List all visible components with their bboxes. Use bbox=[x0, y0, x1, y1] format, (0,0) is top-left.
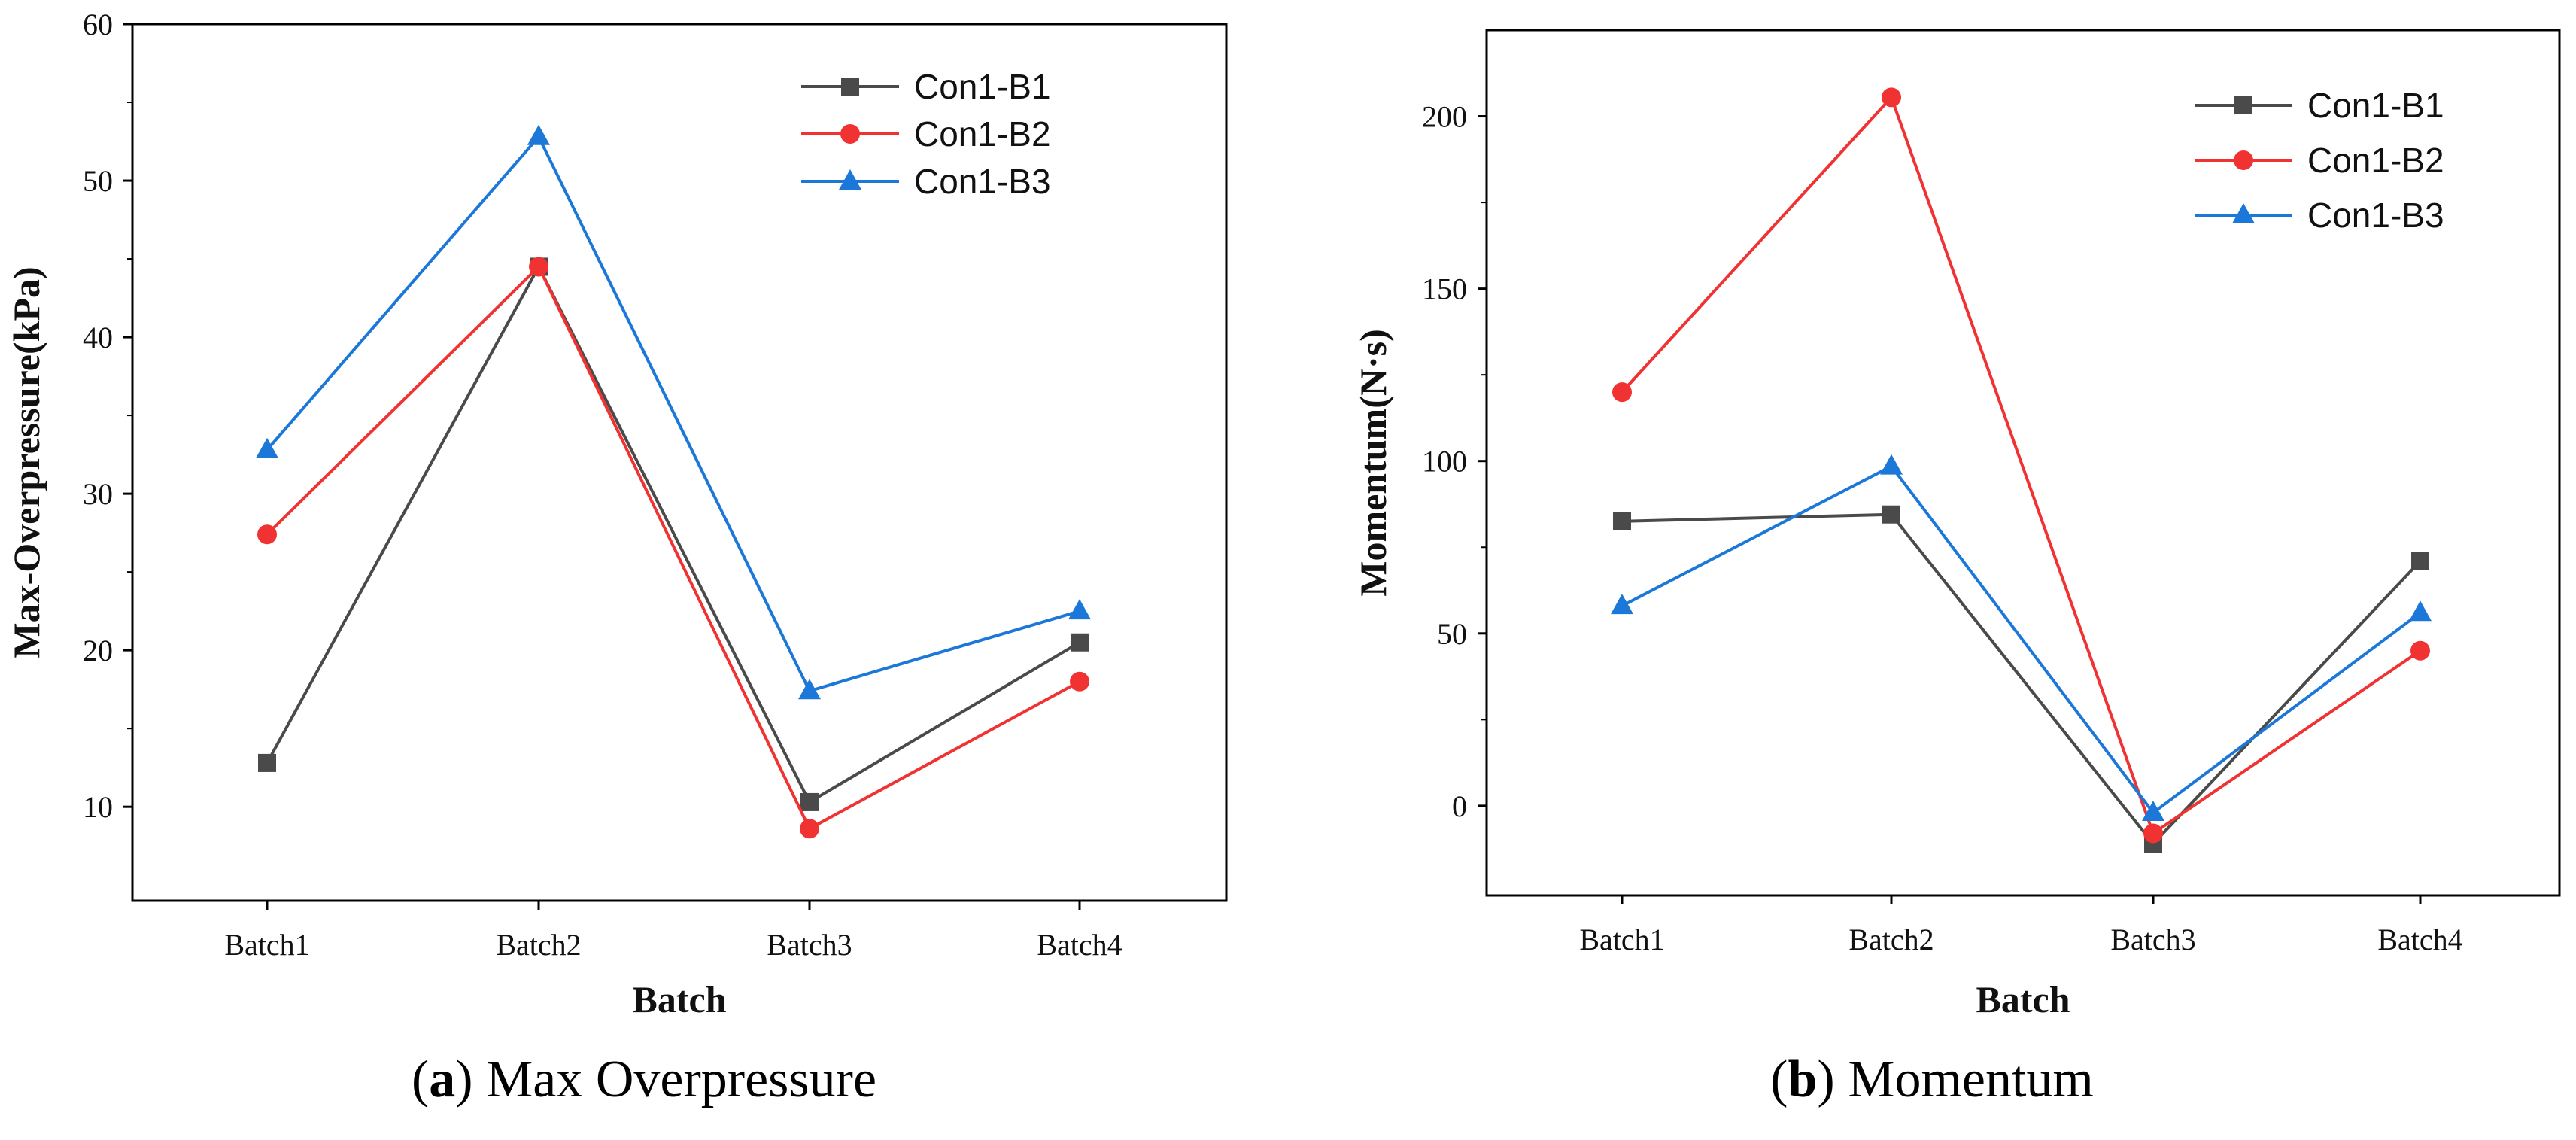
y-tick-label-b-4: 200 bbox=[1422, 100, 1467, 134]
legend-label-a-0: Con1-B1 bbox=[914, 67, 1051, 106]
data-point-a-1-3 bbox=[1070, 671, 1089, 692]
data-point-a-1-0 bbox=[257, 524, 277, 545]
data-point-b-0-1 bbox=[1882, 505, 1900, 524]
legend-marker-a-0 bbox=[841, 78, 859, 96]
y-tick-label-b-3: 150 bbox=[1422, 272, 1467, 306]
data-point-a-1-1 bbox=[529, 257, 548, 277]
y-tick-label-b-1: 50 bbox=[1437, 617, 1467, 651]
data-point-b-2-0 bbox=[1611, 594, 1633, 615]
legend-marker-a-2 bbox=[839, 169, 861, 190]
chart-b: 0 50 100 150 200 Batch1 Batch2 Batch3 Batch4 Batc… bbox=[1352, 29, 2561, 1020]
series-line-a-0 bbox=[266, 263, 1081, 804]
data-point-b-0-3 bbox=[2411, 552, 2429, 570]
data-point-b-1-0 bbox=[1612, 382, 1632, 403]
x-tick-label-b-0: Batch1 bbox=[1579, 923, 1664, 956]
legend-label-a-2: Con1-B3 bbox=[914, 162, 1051, 201]
data-point-a-2-2 bbox=[798, 679, 821, 700]
caption-a: (a) Max Overpressure bbox=[411, 1050, 877, 1108]
caption-b: (b) Momentum bbox=[1770, 1050, 2094, 1108]
y-tick-label-b-0: 0 bbox=[1452, 789, 1467, 823]
data-point-b-2-2 bbox=[2142, 801, 2164, 822]
x-tick-label-b-3: Batch4 bbox=[2377, 923, 2462, 956]
data-point-b-1-1 bbox=[1882, 87, 1901, 108]
y-tick-label-a-3: 40 bbox=[83, 321, 113, 354]
data-point-a-0-2 bbox=[800, 792, 819, 811]
chart-panel-b: 0 50 100 150 200 Batch1 Batch2 Batch3 Batch4 Batc… bbox=[1288, 0, 2576, 1140]
x-tick-label-a-3: Batch4 bbox=[1037, 928, 1122, 962]
y-tick-label-b-2: 100 bbox=[1422, 445, 1467, 479]
chart-a: 10 20 30 40 50 60 Batch1 Batch2 Batch3 Batch4 Batc… bbox=[5, 8, 1228, 1020]
data-point-a-2-1 bbox=[527, 124, 550, 145]
legend-label-b-2: Con1-B3 bbox=[2307, 196, 2444, 235]
x-tick-label-b-2: Batch3 bbox=[2110, 923, 2195, 956]
series-line-a-2 bbox=[266, 134, 1080, 693]
data-point-b-2-1 bbox=[1880, 454, 1903, 475]
x-tick-label-a-0: Batch1 bbox=[224, 928, 309, 962]
series-line-b-1 bbox=[1621, 94, 2422, 836]
series-line-b-0 bbox=[1621, 512, 2422, 847]
y-tick-label-a-2: 30 bbox=[83, 477, 113, 511]
legend-label-b-0: Con1-B1 bbox=[2307, 86, 2444, 125]
x-tick-label-b-1: Batch2 bbox=[1848, 923, 1934, 956]
data-point-b-1-3 bbox=[2410, 640, 2430, 661]
series-line-a-1 bbox=[266, 264, 1080, 831]
data-point-a-0-0 bbox=[258, 753, 276, 772]
plot-frame-b bbox=[1485, 29, 2561, 897]
legend-marker-b-0 bbox=[2234, 96, 2252, 114]
x-tick-label-a-2: Batch3 bbox=[767, 928, 852, 962]
caption-b-letter: b bbox=[1788, 1050, 1818, 1108]
data-point-b-1-2 bbox=[2143, 823, 2163, 844]
x-tick-label-a-1: Batch2 bbox=[496, 928, 581, 962]
x-axis-title-a: Batch bbox=[633, 978, 727, 1020]
plot-frame-a bbox=[131, 23, 1228, 902]
y-tick-label-a-5: 60 bbox=[83, 8, 113, 41]
chart-panel-a: 10 20 30 40 50 60 Batch1 Batch2 Batch3 Batch4 Batc… bbox=[5, 8, 1228, 1108]
legend-label-a-1: Con1-B2 bbox=[914, 114, 1051, 154]
data-point-a-2-0 bbox=[256, 437, 278, 458]
data-point-a-2-3 bbox=[1068, 599, 1091, 620]
caption-a-letter: a bbox=[429, 1050, 456, 1108]
y-axis-title-a: Max-Overpressure(kPa) bbox=[5, 266, 47, 658]
data-point-b-2-3 bbox=[2409, 600, 2432, 622]
data-point-a-1-2 bbox=[800, 819, 819, 839]
caption-b-text: Momentum bbox=[1848, 1050, 2094, 1108]
y-tick-label-a-4: 50 bbox=[83, 164, 113, 198]
y-tick-label-a-0: 10 bbox=[83, 790, 113, 824]
legend-label-b-1: Con1-B2 bbox=[2307, 141, 2444, 180]
y-axis-title-b: Momentum(N·s) bbox=[1352, 329, 1394, 597]
legend-marker-b-2 bbox=[2232, 203, 2255, 223]
legend-marker-b-1 bbox=[2234, 150, 2253, 170]
caption-a-text: Max Overpressure bbox=[486, 1050, 877, 1108]
y-tick-label-a-1: 20 bbox=[83, 634, 113, 667]
legend-marker-a-1 bbox=[840, 124, 860, 144]
x-axis-title-b: Batch bbox=[1976, 978, 2070, 1020]
series-line-b-2 bbox=[1621, 464, 2422, 815]
data-point-a-0-3 bbox=[1071, 633, 1089, 652]
data-point-b-0-0 bbox=[1613, 512, 1631, 530]
